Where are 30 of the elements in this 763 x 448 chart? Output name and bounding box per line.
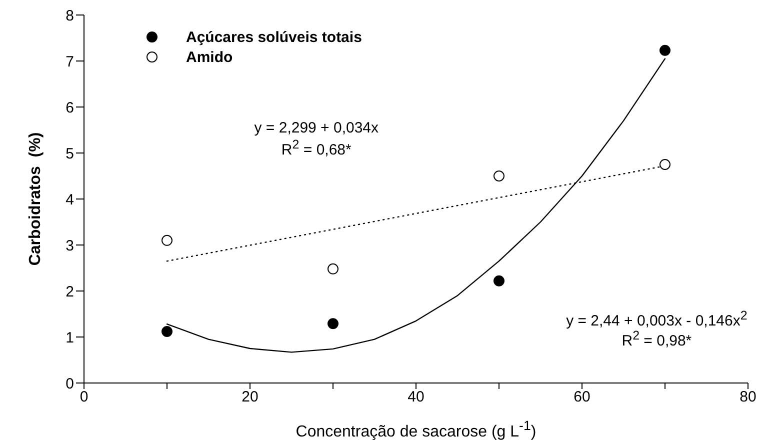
x-tick-label: 80 bbox=[740, 388, 756, 406]
x-axis-title: Concentração de sacarose (g L$^{-1}$) bbox=[294, 418, 538, 442]
y-tick-label: 8 bbox=[66, 7, 74, 24]
legend-label: Amido bbox=[186, 48, 233, 66]
y-tick-label: 1 bbox=[66, 329, 74, 346]
y-tick-label: 7 bbox=[66, 53, 74, 70]
annotation: y = 2,44 + 0,003x - 0,146x$^{2}$ bbox=[566, 308, 748, 330]
y-tick-label: 6 bbox=[66, 99, 74, 116]
point bbox=[162, 326, 172, 337]
x-tick-label: 0 bbox=[80, 388, 88, 406]
annotation: y = 2,299 + 0,034x bbox=[254, 119, 379, 136]
point bbox=[494, 170, 504, 182]
point bbox=[660, 159, 670, 170]
point bbox=[162, 234, 172, 246]
y-tick-label: 3 bbox=[66, 237, 74, 254]
y-tick-label: 4 bbox=[66, 191, 74, 208]
annotation: R$^{2}$ = 0,68* bbox=[281, 138, 352, 159]
y-tick-label: 2 bbox=[66, 283, 74, 300]
point bbox=[328, 318, 338, 330]
point bbox=[328, 263, 338, 274]
x-tick-label: 40 bbox=[408, 388, 424, 406]
annotation: R$^{2}$ = 0,98* bbox=[622, 328, 692, 350]
y-tick-label: 5 bbox=[66, 145, 74, 162]
x-tick-label: 60 bbox=[574, 388, 590, 406]
point bbox=[494, 275, 504, 286]
y-axis-title: Carboidratos (%) bbox=[27, 132, 45, 266]
point bbox=[660, 44, 670, 56]
y-tick-label: 0 bbox=[66, 375, 74, 392]
legend-label: Açúcares solúveis totais bbox=[186, 28, 362, 46]
x-tick-label: 20 bbox=[242, 388, 258, 406]
